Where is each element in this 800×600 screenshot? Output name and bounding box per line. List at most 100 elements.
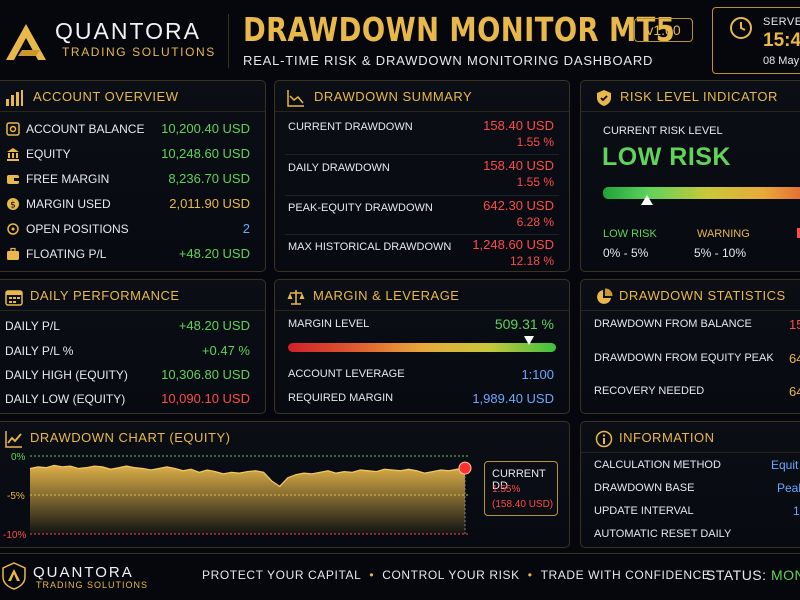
margin-level-marker: [524, 336, 535, 345]
daily-pl-pct-value: +0.47 %: [201, 343, 250, 358]
drawdown-line: [29, 464, 466, 488]
footer-brand-subtitle: TRADING SOLUTIONS: [36, 580, 149, 590]
margin-leverage-title: MARGIN & LEVERAGE: [313, 288, 460, 303]
account-row-floating-pl: FLOATING P/L +48.20 USD: [0, 246, 265, 269]
daily-performance-title: DAILY PERFORMANCE: [30, 288, 180, 303]
open-positions-label: OPEN POSITIONS: [26, 222, 129, 236]
status-value: MONI: [770, 567, 800, 583]
bank-building-icon: [7, 148, 19, 161]
calculation-method-label: CALCULATION METHOD: [594, 459, 721, 471]
daily-low-value: 10,090.10 USD: [161, 391, 250, 406]
margin-level-label: MARGIN LEVEL: [288, 318, 370, 330]
callout-pct: 1.55%: [492, 484, 521, 495]
daily-pl-row: DAILY P/L +48.20 USD: [0, 318, 265, 341]
margin-leverage-panel: MARGIN & LEVERAGE MARGIN LEVEL 509.31 % …: [274, 279, 570, 414]
free-margin-label: FREE MARGIN: [26, 172, 110, 186]
svg-text:$: $: [10, 201, 16, 211]
equity-label: EQUITY: [26, 147, 71, 161]
risk-level-panel: RISK LEVEL INDICATOR CURRENT RISK LEVEL …: [580, 80, 800, 272]
legend-warning-name: WARNING: [697, 228, 750, 240]
account-leverage-value: 1:100: [521, 367, 554, 382]
daily-drawdown-pct: 1.55 %: [516, 175, 554, 189]
daily-performance-panel: DAILY PERFORMANCE DAILY P/L +48.20 USD D…: [0, 279, 266, 414]
margin-used-label: MARGIN USED: [26, 197, 111, 211]
legend-low-risk-name: LOW RISK: [603, 228, 657, 240]
quantora-footer-logo-icon: [2, 562, 26, 590]
current-drawdown-label: CURRENT DRAWDOWN: [288, 121, 413, 133]
brand-name: QUANTORA: [55, 18, 201, 44]
version-badge: v1.00: [634, 18, 693, 42]
drawdown-statistics-panel: DRAWDOWN STATISTICS DRAWDOWN FROM BALANC…: [580, 279, 800, 414]
current-dd-callout: CURRENT DD 1.55% (158.40 USD): [484, 461, 558, 516]
current-dd-point: [458, 461, 472, 475]
header-divider: [228, 14, 229, 68]
equity-value: 10,248.60 USD: [161, 146, 250, 161]
page-subtitle: REAL-TIME RISK & DRAWDOWN MONITORING DAS…: [243, 53, 654, 68]
account-balance-label: ACCOUNT BALANCE: [26, 122, 145, 136]
account-balance-value: 10,200.40 USD: [161, 121, 250, 136]
current-drawdown-value: 158.40 USD: [483, 118, 554, 133]
slogan-trade: TRADE WITH CONFIDENCE: [540, 568, 711, 582]
footer-brand-name: QUANTORA: [33, 564, 134, 581]
information-panel: INFORMATION CALCULATION METHOD Equit DRA…: [580, 421, 800, 548]
server-time-box: SERVER 15:4 08 May: [712, 7, 800, 74]
coin-icon: $: [7, 198, 19, 211]
account-row-equity: EQUITY 10,248.60 USD: [0, 146, 265, 169]
quantora-logo-icon: [6, 24, 46, 60]
information-title: INFORMATION: [619, 430, 715, 445]
callout-title: CURRENT DD: [492, 468, 546, 492]
drawdown-statistics-title: DRAWDOWN STATISTICS: [619, 288, 786, 303]
footer: QUANTORA TRADING SOLUTIONS PROTECT YOUR …: [0, 553, 800, 600]
crosshair-icon: [7, 223, 19, 235]
recovery-needed-value: 64: [789, 384, 800, 399]
dd-from-balance-label: DRAWDOWN FROM BALANCE: [594, 318, 752, 330]
margin-level-value: 509.31 %: [494, 316, 554, 332]
margin-used-value: 2,011.90 USD: [169, 196, 250, 211]
free-margin-value: 8,236.70 USD: [168, 171, 250, 186]
wallet-icon: [7, 175, 19, 184]
account-row-open-positions: OPEN POSITIONS 2: [0, 221, 265, 244]
server-date: 08 May: [763, 55, 800, 67]
daily-pl-pct-label: DAILY P/L %: [5, 344, 74, 358]
recovery-needed-label: RECOVERY NEEDED: [594, 385, 705, 397]
account-leverage-label: ACCOUNT LEVERAGE: [288, 368, 405, 380]
footer-slogans: PROTECT YOUR CAPITAL • CONTROL YOUR RISK • T…: [202, 568, 711, 582]
daily-low-label: DAILY LOW (EQUITY): [5, 392, 126, 406]
peak-equity-drawdown-label: PEAK-EQUITY DRAWDOWN: [288, 202, 433, 214]
slogan-separator: •: [369, 568, 375, 582]
drawdown-summary-title: DRAWDOWN SUMMARY: [314, 89, 473, 104]
peak-equity-drawdown-value: 642.30 USD: [483, 198, 554, 213]
briefcase-icon: [7, 247, 19, 260]
slogan-protect: PROTECT YOUR CAPITAL: [202, 568, 362, 582]
risk-gauge-bar: [603, 187, 800, 199]
slogan-control: CONTROL YOUR RISK: [382, 568, 520, 582]
drawdown-area: [30, 465, 465, 534]
risk-level-title: RISK LEVEL INDICATOR: [620, 89, 778, 104]
daily-high-value: 10,306.80 USD: [161, 367, 250, 382]
required-margin-value: 1,989.40 USD: [472, 391, 554, 406]
dd-from-equity-peak-label: DRAWDOWN FROM EQUITY PEAK: [594, 352, 774, 364]
daily-high-label: DAILY HIGH (EQUITY): [5, 368, 128, 382]
drawdown-base-value: Peal: [777, 481, 800, 495]
peak-equity-drawdown-pct: 6.28 %: [516, 215, 554, 229]
drawdown-base-label: DRAWDOWN BASE: [594, 482, 695, 494]
drawdown-chart-title: DRAWDOWN CHART (EQUITY): [30, 430, 231, 445]
drawdown-chart-panel: DRAWDOWN CHART (EQUITY) 0% -5% -10% CURR…: [0, 421, 570, 548]
y-tick-5: -5%: [7, 491, 25, 502]
drawdown-chart: 0% -5% -10%: [3, 452, 472, 541]
floating-pl-label: FLOATING P/L: [26, 247, 107, 261]
calendar-icon: [5, 290, 23, 306]
info-icon: [595, 430, 613, 448]
bank-vault-icon: [6, 122, 20, 136]
daily-pl-pct-row: DAILY P/L % +0.47 %: [0, 343, 265, 366]
update-interval-label: UPDATE INTERVAL: [594, 505, 694, 517]
y-tick-0: 0%: [11, 452, 26, 463]
dd-from-balance-value: 15: [789, 317, 800, 332]
update-interval-value: 1: [793, 504, 800, 518]
margin-level-bar: [288, 343, 556, 352]
clock-icon: [730, 17, 752, 39]
legend-danger-swatch: [797, 228, 800, 238]
status-indicator: STATUS: MONI: [706, 567, 800, 583]
daily-low-row: DAILY LOW (EQUITY) 10,090.10 USD: [0, 391, 265, 413]
automatic-reset-label: AUTOMATIC RESET DAILY: [594, 528, 732, 540]
